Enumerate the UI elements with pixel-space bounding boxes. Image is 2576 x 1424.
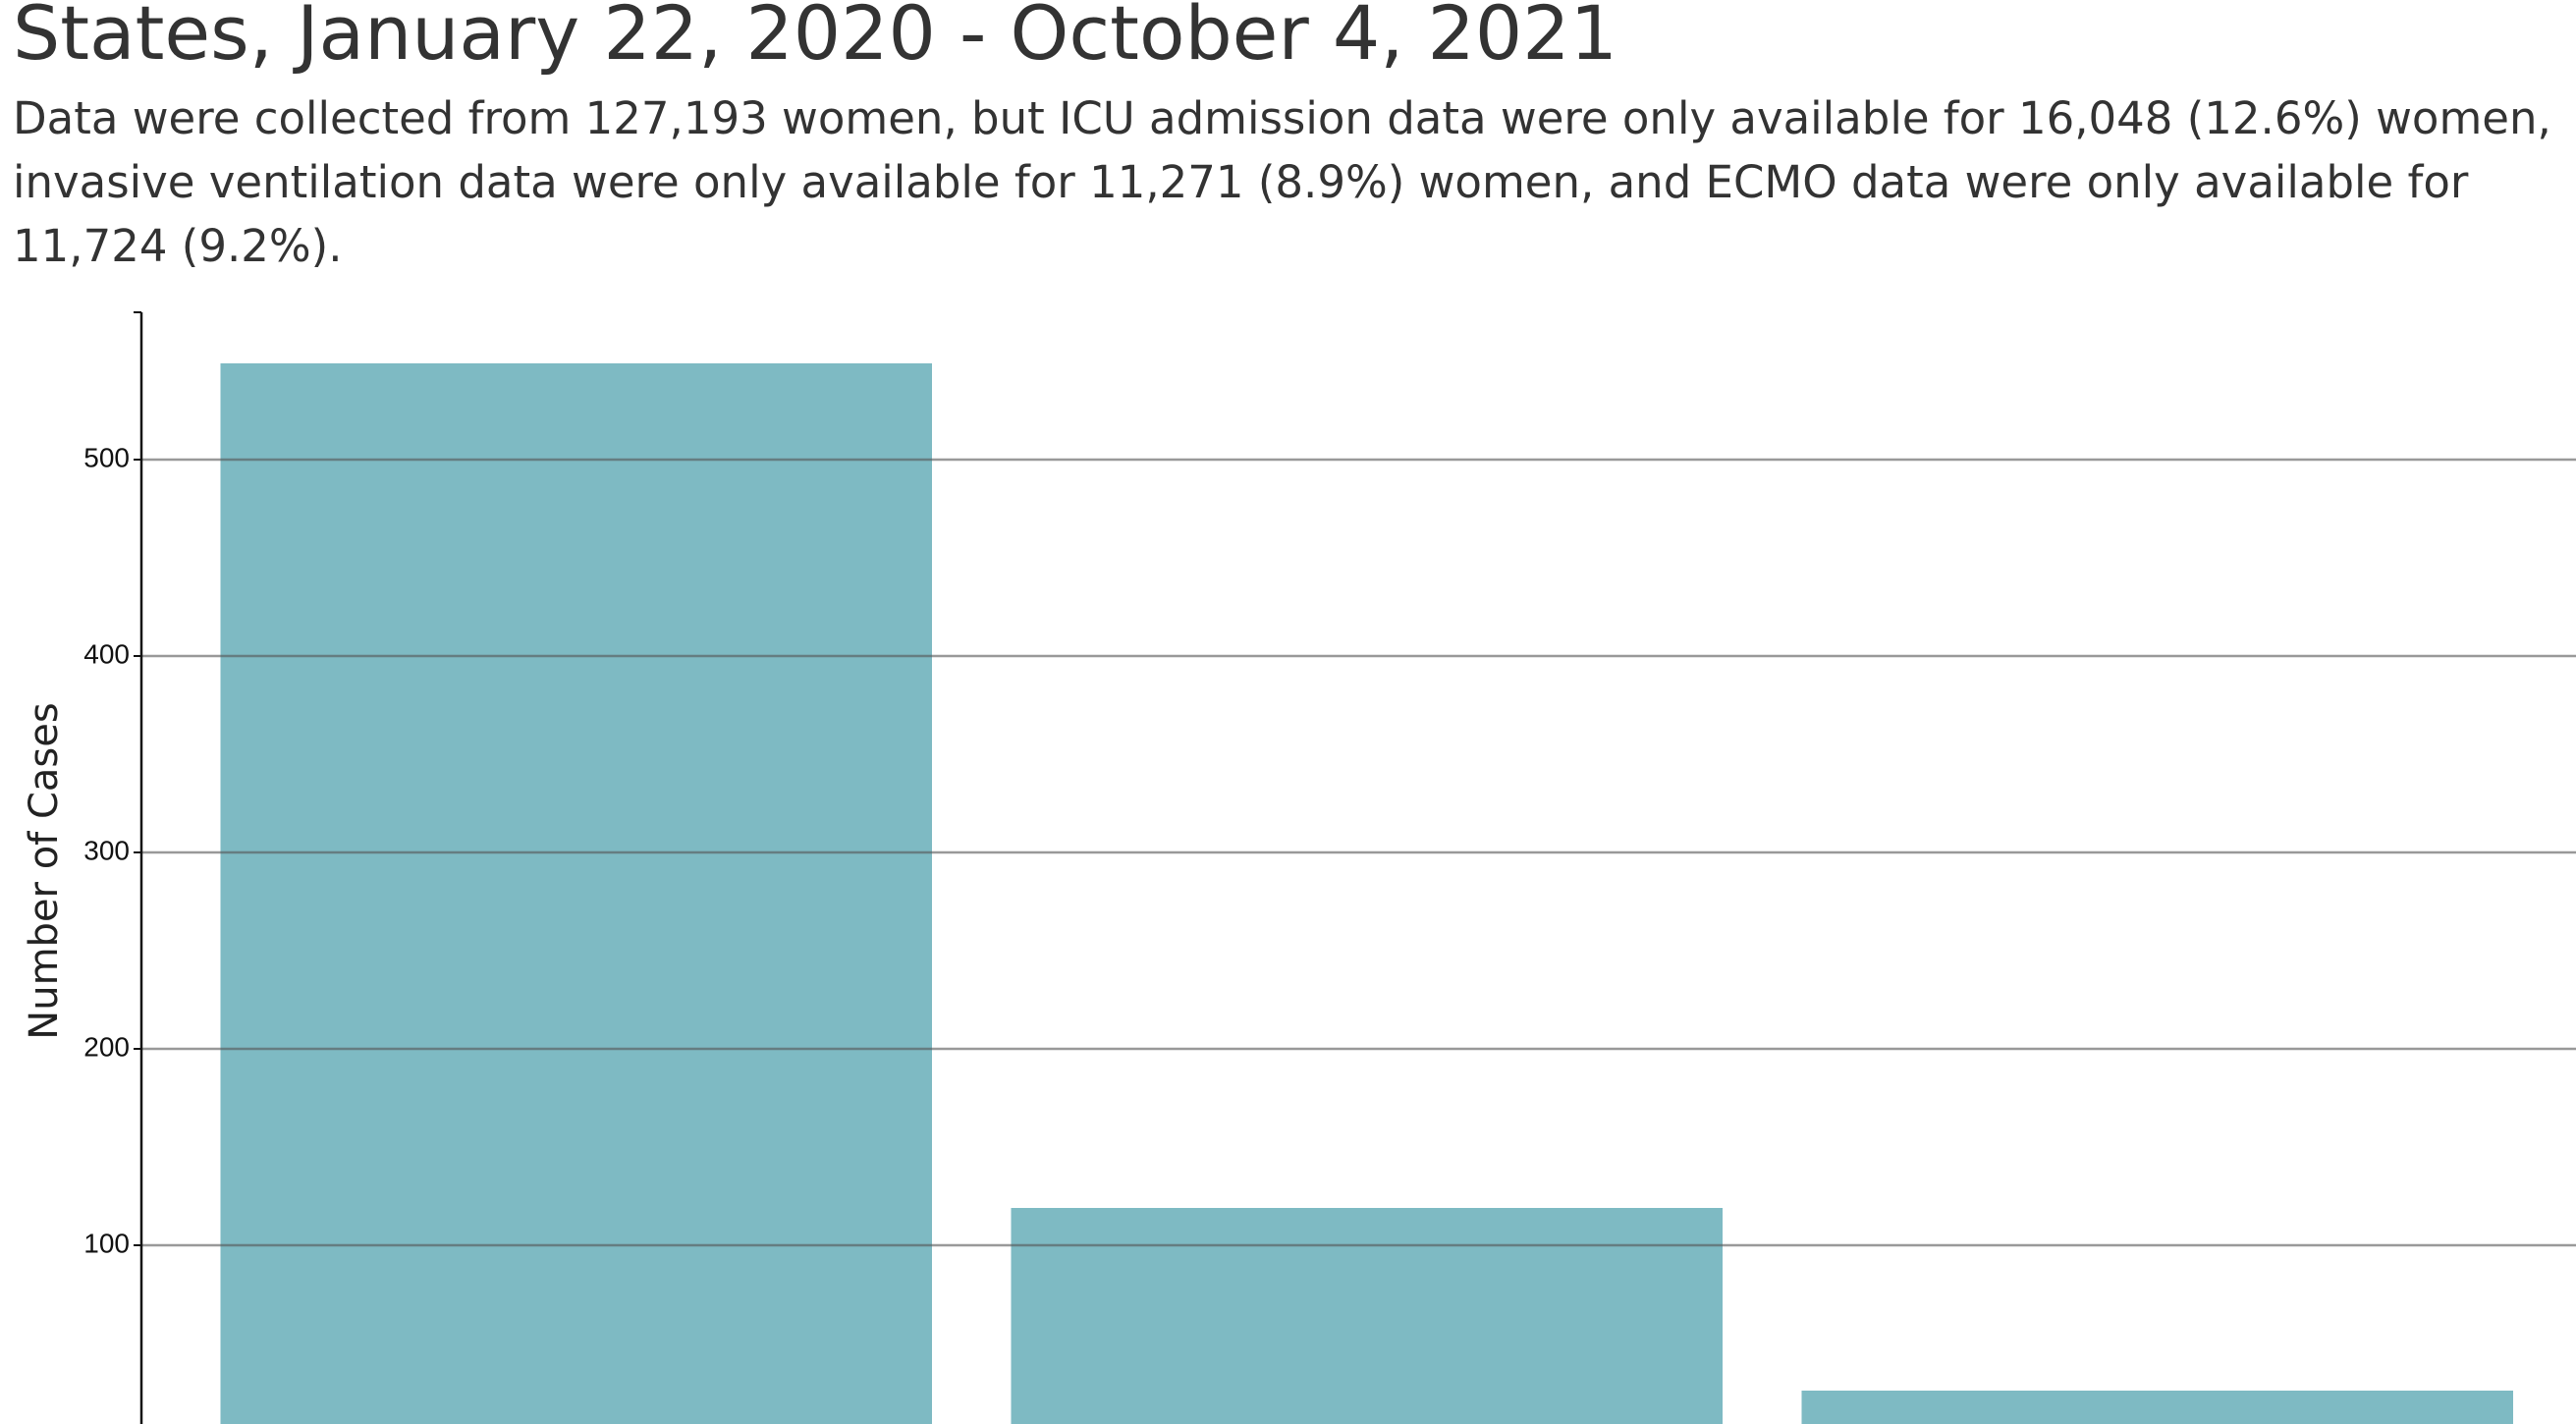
bar bbox=[1801, 1391, 2513, 1424]
y-axis-label: Number of Cases bbox=[22, 702, 67, 1039]
y-tick-label: 200 bbox=[83, 1031, 130, 1062]
bar bbox=[1011, 1208, 1723, 1424]
y-tick-label: 300 bbox=[83, 835, 130, 865]
chart-title: States, January 22, 2020 - October 4, 20… bbox=[13, 0, 1617, 77]
y-tick-label: 100 bbox=[83, 1228, 130, 1258]
chart-subtitle: Data were collected from 127,193 women, … bbox=[13, 92, 2551, 272]
y-tick-label: 500 bbox=[83, 442, 130, 472]
bar bbox=[220, 363, 932, 1424]
y-tick-label: 400 bbox=[83, 638, 130, 669]
